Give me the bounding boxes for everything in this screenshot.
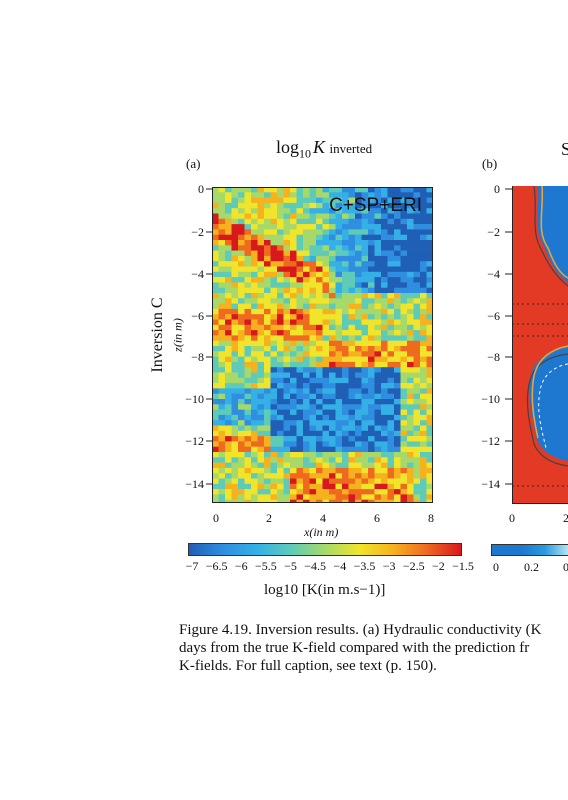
panel-b-y-tickmarks <box>505 188 512 485</box>
x-tick: 2 <box>563 511 568 525</box>
panel-a-title: log10 K inverted <box>276 137 372 162</box>
panel-b-map <box>512 186 568 504</box>
panel-b-contour <box>540 186 568 279</box>
colorbar-tick: −1.5 <box>452 559 474 573</box>
colorbar-tick: −4 <box>333 559 347 573</box>
y-tick: −8 <box>487 350 500 364</box>
panel-a-colorbar <box>188 543 462 556</box>
panel-a-heatmap: C+SP+ERI <box>212 187 433 503</box>
x-tick: 0 <box>509 511 515 525</box>
colorbar-tick: −3 <box>382 559 396 573</box>
colorbar-tick: −5.5 <box>255 559 277 573</box>
y-tick: −10 <box>481 392 500 406</box>
panel-b-contour <box>533 186 568 287</box>
colorbar-tick: −2.5 <box>402 559 425 573</box>
y-tick: −14 <box>185 477 204 491</box>
y-tick: −10 <box>185 392 204 406</box>
y-tick: −12 <box>185 434 204 448</box>
colorbar-tick: −2 <box>431 559 445 573</box>
x-tick: 0 <box>213 511 219 525</box>
panel-b-contour <box>531 345 568 439</box>
x-tick: 4 <box>320 511 326 525</box>
caption-line-1: Figure 4.19. Inversion results. (a) Hydr… <box>179 622 542 638</box>
colorbar-tick: −6 <box>234 559 248 573</box>
colorbar-label: log10 [K(in m.s−1)] <box>264 582 385 599</box>
colorbar-tick: −4.5 <box>304 559 327 573</box>
x-tick: 8 <box>428 511 434 525</box>
y-tick: −2 <box>487 225 500 239</box>
caption-line-3: K-fields. For full caption, see text (p.… <box>179 658 437 674</box>
caption-line-2: days from the true K-field compared with… <box>179 640 530 656</box>
y-tick: −6 <box>487 309 500 323</box>
y-tick: 0 <box>198 182 204 196</box>
colorbar-b-tick: 0 <box>563 560 568 574</box>
title-log: log <box>276 137 300 157</box>
figure-caption: Figure 4.19. Inversion results. (a) Hydr… <box>179 621 568 675</box>
y-tick: −6 <box>191 309 204 323</box>
panel-b-contour <box>526 353 568 467</box>
colorbar-tick: −7 <box>185 559 199 573</box>
y-tick: 0 <box>494 182 500 196</box>
colorbar-tick: −5 <box>284 559 297 573</box>
panel-b-title: S <box>561 139 568 159</box>
y-tick: −12 <box>481 434 500 448</box>
x-axis-label: x(in m) <box>304 525 339 539</box>
overlay-label: C+SP+ERI <box>329 195 422 216</box>
y-tick: −4 <box>487 267 500 281</box>
panel-a-colorbar-ticks: −7 −6.5 −6 −5.5 −5 −4.5 −4 −3.5 −3 −2.5 −2 −1.5 <box>180 559 480 575</box>
colorbar-tick: −3.5 <box>353 559 376 573</box>
x-tick: 6 <box>374 511 380 525</box>
x-tick: 2 <box>266 511 272 525</box>
panel-b-contour <box>538 363 568 449</box>
colorbar-tick: −6.5 <box>205 559 228 573</box>
colorbar-b-tick: 0 <box>493 560 499 574</box>
panel-b-blue-region-top <box>537 186 568 282</box>
title-var: K <box>313 137 326 157</box>
title-suffix: inverted <box>329 141 373 156</box>
y-tick: −14 <box>481 477 500 491</box>
y-tick: −8 <box>191 350 204 364</box>
panel-b-blue-region-middle <box>529 346 568 461</box>
row-label-inversion-c: Inversion C <box>149 297 166 373</box>
title-sub: 10 <box>299 146 312 161</box>
panel-b-letter: (b) <box>482 156 498 171</box>
panel-b-colorbar <box>491 544 568 556</box>
colorbar-b-tick: 0.2 <box>524 560 539 574</box>
y-tick: −4 <box>191 267 204 281</box>
panel-a-y-tickmarks <box>206 188 212 485</box>
y-tick: −2 <box>191 225 204 239</box>
colorbar-label-text: log10 [K(in m.s−1)] <box>264 582 386 598</box>
panel-a-letter: (a) <box>186 156 201 171</box>
